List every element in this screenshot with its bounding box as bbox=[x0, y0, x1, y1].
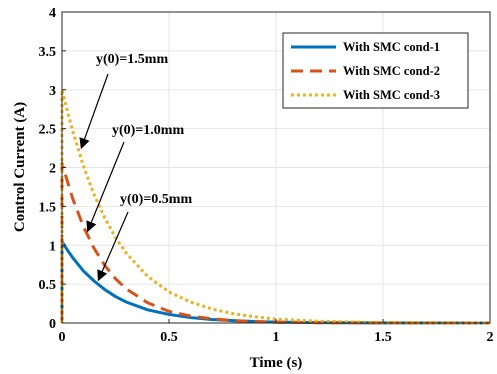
y-tick-label: 1 bbox=[49, 239, 56, 254]
legend-entries: With SMC cond-1 With SMC cond-2 With SMC c… bbox=[291, 40, 440, 102]
x-tick-label: 1.5 bbox=[374, 330, 392, 345]
annotation-text-1: y(0)=1.5mm bbox=[96, 52, 168, 67]
y-tick-label: 2.5 bbox=[39, 123, 57, 138]
x-tick-label: 1 bbox=[273, 330, 280, 345]
axis-ticks: 0 0.5 1 1.5 2 0 0.5 1 1.5 2 2.5 3 3.5 4 bbox=[39, 6, 494, 345]
x-tick-label: 0 bbox=[59, 330, 66, 345]
y-axis-label: Control Current (A) bbox=[12, 102, 28, 232]
y-tick-label: 4 bbox=[49, 6, 56, 21]
annotation-arrow-3 bbox=[97, 211, 129, 282]
y-tick-label: 0.5 bbox=[39, 278, 57, 293]
x-axis-label: Time (s) bbox=[250, 355, 303, 371]
x-tick-label: 2 bbox=[487, 330, 494, 345]
annotation-text-2: y(0)=1.0mm bbox=[112, 123, 184, 138]
annotation-arrow-1 bbox=[79, 73, 109, 150]
annotation-text-3: y(0)=0.5mm bbox=[120, 192, 192, 207]
annotations: y(0)=1.5mm y(0)=1.0mm y(0)=0.5mm bbox=[79, 52, 192, 282]
y-tick-label: 3 bbox=[49, 84, 56, 99]
legend-label-3: With SMC cond-3 bbox=[343, 88, 440, 102]
y-tick-label: 1.5 bbox=[39, 200, 57, 215]
x-tick-label: 0.5 bbox=[160, 330, 178, 345]
legend: With SMC cond-1 With SMC cond-2 With SMC c… bbox=[282, 32, 469, 109]
legend-label-2: With SMC cond-2 bbox=[343, 64, 440, 78]
y-tick-label: 2 bbox=[49, 162, 56, 177]
annotation-arrow-2 bbox=[86, 141, 125, 233]
y-tick-label: 0 bbox=[49, 317, 56, 332]
y-tick-label: 3.5 bbox=[39, 45, 57, 60]
legend-label-1: With SMC cond-1 bbox=[343, 40, 440, 54]
